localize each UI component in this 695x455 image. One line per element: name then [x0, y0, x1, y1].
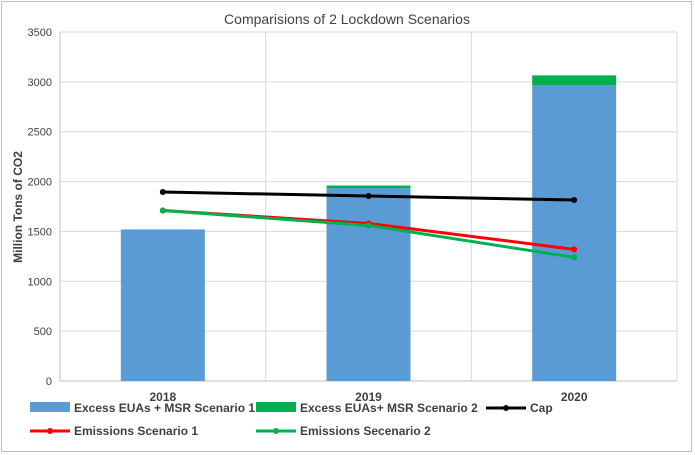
- legend-marker-4: [47, 428, 53, 434]
- legend-marker-5: [273, 428, 279, 434]
- legend-marker-3: [503, 405, 509, 411]
- x-tick-2018: 2018: [149, 390, 176, 404]
- y-tick-1500: 1500: [28, 226, 52, 238]
- line-point-s1-2019: [365, 193, 372, 200]
- legend-label-5: Emissions Secenario 2: [300, 424, 431, 438]
- line-point-s1-2018: [159, 189, 166, 196]
- y-tick-2000: 2000: [28, 177, 52, 189]
- legend-label-2: Excess EUAs+ MSR Scenario 2: [300, 401, 478, 415]
- y-tick-3500: 3500: [28, 27, 52, 39]
- y-tick-2500: 2500: [28, 127, 52, 139]
- bar-s2-2020: [532, 75, 617, 86]
- bar-s1-2020: [532, 85, 617, 382]
- legend-swatch-1: [30, 402, 70, 412]
- series-lines: [159, 189, 578, 261]
- x-axis-ticks: 2018 2019 2020: [149, 390, 587, 404]
- line-point-s1-2020: [571, 197, 578, 204]
- legend-swatch-2: [256, 402, 296, 412]
- line-point-s3-2020: [571, 254, 578, 261]
- y-axis-label: Million Tons of CO2: [11, 151, 25, 263]
- legend: Excess EUAs + MSR Scenario 1 Excess EUAs+…: [30, 401, 553, 438]
- bar-s1-2018: [120, 229, 205, 381]
- legend-label-1: Excess EUAs + MSR Scenario 1: [74, 401, 255, 415]
- line-point-s2-2020: [571, 246, 578, 253]
- bar-s2-2019: [326, 185, 411, 189]
- line-point-s3-2019: [365, 222, 372, 229]
- y-tick-500: 500: [34, 326, 52, 338]
- chart-title: Comparisions of 2 Lockdown Scenarios: [224, 11, 470, 27]
- x-tick-2019: 2019: [355, 390, 382, 404]
- bar-s1-2019: [326, 188, 411, 381]
- legend-label-3: Cap: [530, 401, 553, 415]
- legend-label-4: Emissions Scenario 1: [74, 424, 198, 438]
- y-tick-3000: 3000: [28, 77, 52, 89]
- y-tick-1000: 1000: [28, 276, 52, 288]
- bars: [120, 75, 617, 382]
- x-tick-2020: 2020: [561, 390, 588, 404]
- line-point-s3-2018: [159, 207, 166, 214]
- y-axis-ticks: 0 500 1000 1500 2000 2500 3000 3500: [28, 27, 52, 388]
- y-tick-0: 0: [46, 376, 52, 388]
